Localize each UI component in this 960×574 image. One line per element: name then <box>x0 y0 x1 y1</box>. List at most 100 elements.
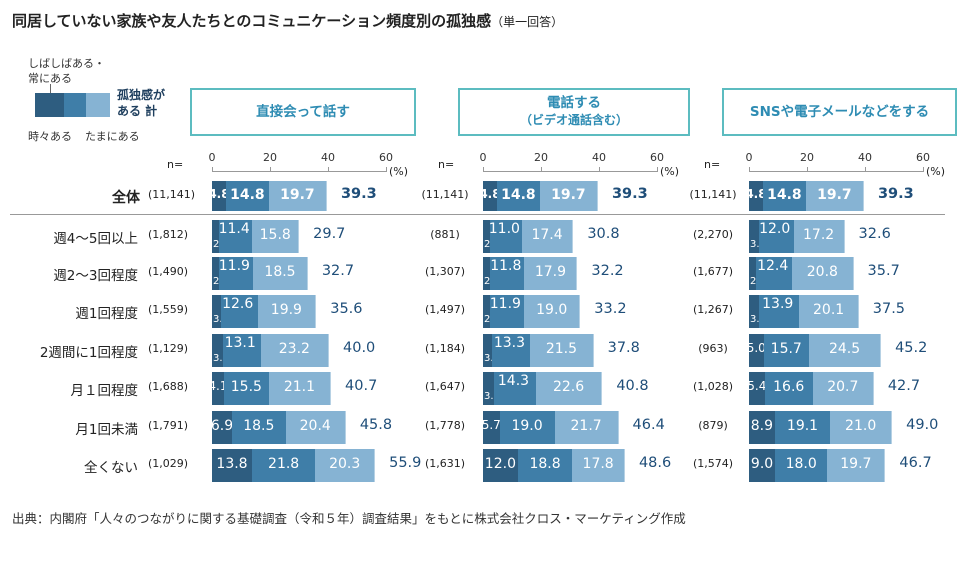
bar-data-label: 13.8 <box>216 456 248 472</box>
row-n: (1,688) <box>148 380 189 393</box>
bar-segment-sometimes <box>223 371 270 405</box>
bar-data-label: 5.4 <box>747 379 767 393</box>
bar-data-label: 19.1 <box>786 418 819 434</box>
x-unit-label: (%) <box>660 165 680 178</box>
x-tick-mark <box>270 167 271 172</box>
bar-segment-occasionally <box>257 294 317 328</box>
bar-segment-sometimes <box>494 371 537 405</box>
x-tick-label: 60 <box>916 151 930 164</box>
bar-segment-occasionally <box>827 448 886 482</box>
panel-header-1: 直接会って話す <box>190 88 416 136</box>
bar-data-label: 6.9 <box>210 418 234 434</box>
total-label: 35.7 <box>867 263 900 279</box>
bar-data-label: 5.0 <box>746 341 766 355</box>
panel-header-text: 直接会って話す <box>256 103 350 120</box>
bar-data-label: 4.8 <box>208 187 230 201</box>
x-tick-mark <box>541 167 542 172</box>
bar-data-label: 17.8 <box>582 456 614 472</box>
total-label: 48.6 <box>638 455 672 471</box>
bar-segment-occasionally <box>252 219 300 253</box>
x-tick-mark <box>657 167 658 172</box>
divider <box>10 214 945 215</box>
x-tick-mark <box>807 167 808 172</box>
bar-data-label: 14.8 <box>501 187 536 203</box>
bar-data-label: 18.8 <box>529 456 561 472</box>
total-label: 45.2 <box>895 340 928 356</box>
bar-data-label: 20.7 <box>827 379 859 395</box>
bar-segment-often <box>483 448 519 482</box>
bar-data-label: 5.7 <box>481 418 501 432</box>
panel-header-text: 電話する <box>547 95 601 111</box>
x-tick-label: 20 <box>263 151 277 164</box>
bar-data-label: 12.4 <box>757 257 789 274</box>
row-label: 月1回未満 <box>75 422 138 438</box>
x-tick-mark <box>923 167 924 172</box>
bar-data-label: 14.8 <box>230 187 265 203</box>
x-tick-label: 0 <box>208 151 216 164</box>
total-label: 45.8 <box>359 417 393 433</box>
bar-segment-sometimes <box>496 181 541 211</box>
total-label: 30.8 <box>587 226 620 242</box>
bar-segment-sometimes <box>774 410 832 444</box>
row-label: 週1回程度 <box>75 306 138 322</box>
panel-header-2: 電話する （ビデオ通話含む） <box>458 88 690 136</box>
total-label: 37.8 <box>607 340 640 356</box>
row-n: (1,028) <box>692 380 734 393</box>
bar-data-label: 4.8 <box>745 187 767 201</box>
bar-segment-sometimes <box>764 371 814 405</box>
row-label: 週4～5回以上 <box>53 231 138 247</box>
row-n: (1,129) <box>148 342 189 355</box>
n-label: n= <box>704 158 721 171</box>
row-n: (1,267) <box>692 303 734 316</box>
source-footer: 出典：内閣府「人々のつながりに関する基礎調査（令和５年）調査結果」をもとに株式会… <box>12 511 686 526</box>
total-label: 32.2 <box>591 263 624 279</box>
legend-leader <box>50 84 51 93</box>
bar-data-label: 21.1 <box>283 379 316 395</box>
bar-data-label: 17.2 <box>803 227 835 243</box>
x-tick-label: 0 <box>745 151 753 164</box>
x-unit-label: (%) <box>926 165 946 178</box>
bar-data-label: 13.1 <box>224 334 256 351</box>
bar-segment-often <box>212 448 254 482</box>
x-axis-line <box>483 171 657 172</box>
bar-data-label: 3.9 <box>484 390 500 402</box>
total-label: 39.3 <box>611 186 648 202</box>
legend-swatch-often <box>35 93 64 117</box>
bar-data-label: 17.4 <box>531 227 563 243</box>
total-label: 37.5 <box>872 301 906 317</box>
bar-data-label: 19.0 <box>511 418 543 434</box>
row-n: (881) <box>430 228 460 241</box>
bar-segment-sometimes <box>252 448 317 482</box>
bar-segment-sometimes <box>763 333 811 367</box>
row-label: 全くない <box>84 460 138 476</box>
total-label: 33.2 <box>594 301 627 317</box>
bar-segment-occasionally <box>539 181 598 211</box>
row-n: (1,647) <box>424 380 466 393</box>
bar-segment-occasionally <box>524 294 581 328</box>
x-axis-line <box>212 171 386 172</box>
row-n: (2,270) <box>692 228 734 241</box>
bar-segment-occasionally <box>268 371 332 405</box>
bar-data-label: 3.1 <box>213 314 229 325</box>
bar-data-label: 21.5 <box>545 341 578 357</box>
bar-segment-sometimes <box>225 181 270 211</box>
bar-data-label: 3.7 <box>213 352 229 364</box>
row-n: (1,791) <box>148 419 189 432</box>
panel-header-text: （ビデオ通話含む） <box>519 113 628 127</box>
row-n: (1,812) <box>148 228 189 241</box>
bar-data-label: 19.0 <box>536 302 568 318</box>
bar-segment-occasionally <box>572 448 625 482</box>
bar-data-label: 15.5 <box>230 379 262 395</box>
bar-segment-occasionally <box>809 333 882 367</box>
bar-data-label: 15.8 <box>259 227 291 243</box>
total-label: 32.6 <box>858 226 891 242</box>
total-label: 46.7 <box>899 455 932 471</box>
bar-data-label: 12.0 <box>484 456 516 472</box>
x-tick-label: 20 <box>800 151 814 164</box>
row-n: (1,307) <box>424 265 466 278</box>
bar-segment-occasionally <box>260 333 329 367</box>
x-tick-label: 40 <box>321 151 335 164</box>
legend-total-label: 孤独感がある 計 <box>117 88 166 118</box>
bar-data-label: 11.9 <box>218 257 250 274</box>
bar-data-label: 11.9 <box>489 295 521 312</box>
